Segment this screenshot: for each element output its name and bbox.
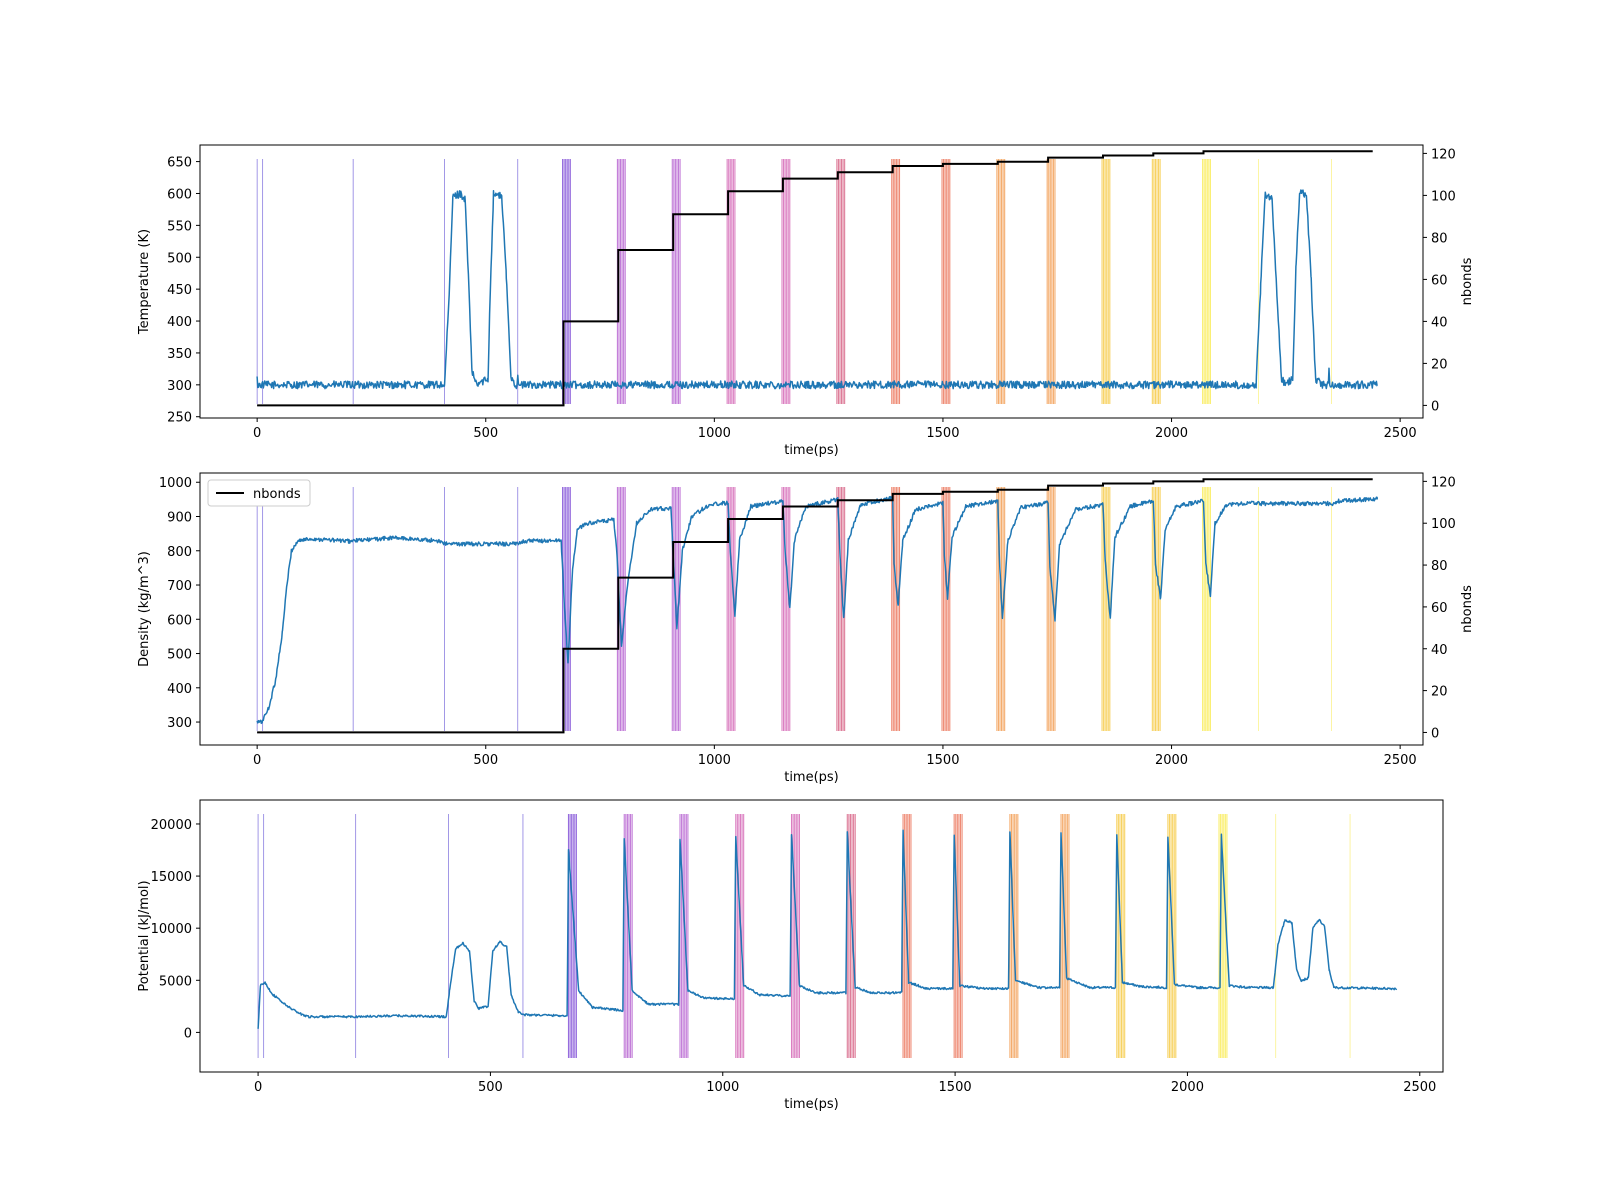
- y2-tick-label: 100: [1431, 189, 1456, 204]
- y-tick-label: 10000: [151, 922, 192, 937]
- plot-area: [257, 814, 1398, 1058]
- event-cluster: [941, 159, 951, 404]
- panel-3: 0 500 1000 1500 2000 2500 0 5000 10000 15000 20000…: [137, 799, 1444, 1112]
- x-tick-label: 0: [253, 753, 261, 768]
- x-axis-label: time(ps): [784, 443, 839, 458]
- y-tick-label: 550: [167, 219, 192, 234]
- y2-tick-label: 60: [1431, 273, 1448, 288]
- x-tick-label: 2000: [1155, 426, 1188, 441]
- y-tick-label: 0: [184, 1026, 192, 1041]
- y-tick-label: 500: [167, 251, 192, 266]
- y2-tick-label: 100: [1431, 517, 1456, 532]
- event-cluster: [781, 159, 791, 404]
- y-tick-label: 300: [167, 716, 192, 731]
- y2-tick-label: 60: [1431, 601, 1448, 616]
- x-axis-label: time(ps): [784, 770, 839, 785]
- x-tick-label: 500: [473, 426, 498, 441]
- y-axis-label: Potential (kJ/mol): [137, 880, 152, 991]
- x-tick-label: 0: [253, 426, 261, 441]
- y-tick-label: 400: [167, 315, 192, 330]
- y-tick-label: 900: [167, 511, 192, 526]
- y2-tick-label: 120: [1431, 475, 1456, 490]
- legend-label: nbonds: [253, 487, 301, 502]
- y-tick-label: 300: [167, 379, 192, 394]
- x-tick-label: 2500: [1403, 1080, 1436, 1095]
- event-cluster: [1202, 487, 1211, 731]
- y2-tick-label: 80: [1431, 231, 1448, 246]
- y-tick-label: 20000: [151, 818, 192, 833]
- y-tick-label: 650: [167, 156, 192, 171]
- panel-2: 0 500 1000 1500 2000 250030040050060070080090…: [137, 472, 1475, 785]
- plot-area: [256, 150, 1378, 407]
- x-tick-label: 1500: [926, 426, 959, 441]
- y2-tick-label: 120: [1431, 147, 1456, 162]
- potential-line: [257, 829, 1398, 1029]
- y2-tick-label: 0: [1431, 399, 1439, 414]
- y-tick-label: 15000: [151, 870, 192, 885]
- x-tick-label: 1000: [706, 1080, 739, 1095]
- event-cluster: [781, 487, 791, 731]
- nbonds-line: [257, 478, 1373, 734]
- density-line: [256, 495, 1379, 725]
- event-cluster: [1202, 159, 1211, 404]
- event-cluster: [1151, 159, 1161, 404]
- plot-frame: [199, 144, 1424, 419]
- x-tick-label: 2500: [1384, 753, 1417, 768]
- plot-frame: [199, 472, 1424, 746]
- event-cluster: [996, 159, 1006, 404]
- x-tick-label: 1500: [939, 1080, 972, 1095]
- event-cluster: [941, 487, 951, 731]
- x-tick-label: 1000: [698, 426, 731, 441]
- y-tick-label: 600: [167, 613, 192, 628]
- panel-1: 0 500 1000 1500 2000 250025030035040045050055…: [137, 144, 1475, 458]
- y-tick-label: 500: [167, 648, 192, 663]
- temperature-line: [256, 189, 1378, 390]
- x-tick-label: 1500: [926, 753, 959, 768]
- y-tick-label: 600: [167, 187, 192, 202]
- x-tick-label: 2000: [1171, 1080, 1204, 1095]
- plot-frame: [199, 799, 1444, 1073]
- y2-axis-label: nbonds: [1460, 257, 1475, 305]
- y2-tick-label: 80: [1431, 559, 1448, 574]
- y-tick-label: 1000: [159, 476, 192, 491]
- x-tick-label: 500: [478, 1080, 503, 1095]
- y-tick-label: 400: [167, 682, 192, 697]
- event-cluster: [836, 159, 846, 404]
- y-axis-label: Temperature (K): [137, 229, 152, 335]
- y2-tick-label: 20: [1431, 357, 1448, 372]
- y2-tick-label: 20: [1431, 685, 1448, 700]
- event-cluster: [1101, 487, 1111, 731]
- event-cluster: [726, 487, 736, 731]
- plot-area: [256, 478, 1379, 734]
- y-tick-label: 5000: [159, 974, 192, 989]
- y2-axis-label: nbonds: [1460, 585, 1475, 633]
- x-tick-label: 1000: [698, 753, 731, 768]
- y2-tick-label: 40: [1431, 315, 1448, 330]
- y-tick-label: 350: [167, 347, 192, 362]
- x-axis-label: time(ps): [784, 1097, 839, 1112]
- x-tick-label: 2500: [1384, 426, 1417, 441]
- y-tick-label: 450: [167, 283, 192, 298]
- legend: nbonds: [207, 479, 311, 507]
- y-tick-label: 800: [167, 545, 192, 560]
- event-cluster: [671, 159, 681, 404]
- x-tick-label: 500: [473, 753, 498, 768]
- y2-tick-label: 0: [1431, 726, 1439, 741]
- event-cluster: [1060, 814, 1070, 1058]
- y-tick-label: 250: [167, 411, 192, 426]
- y-axis-label: Density (kg/m^3): [137, 551, 152, 667]
- x-tick-label: 2000: [1155, 753, 1188, 768]
- event-cluster: [891, 159, 901, 404]
- nbonds-line: [257, 150, 1373, 407]
- y2-tick-label: 40: [1431, 643, 1448, 658]
- event-cluster: [1101, 159, 1111, 404]
- y-tick-label: 700: [167, 579, 192, 594]
- event-cluster: [1046, 159, 1056, 404]
- x-tick-label: 0: [254, 1080, 262, 1095]
